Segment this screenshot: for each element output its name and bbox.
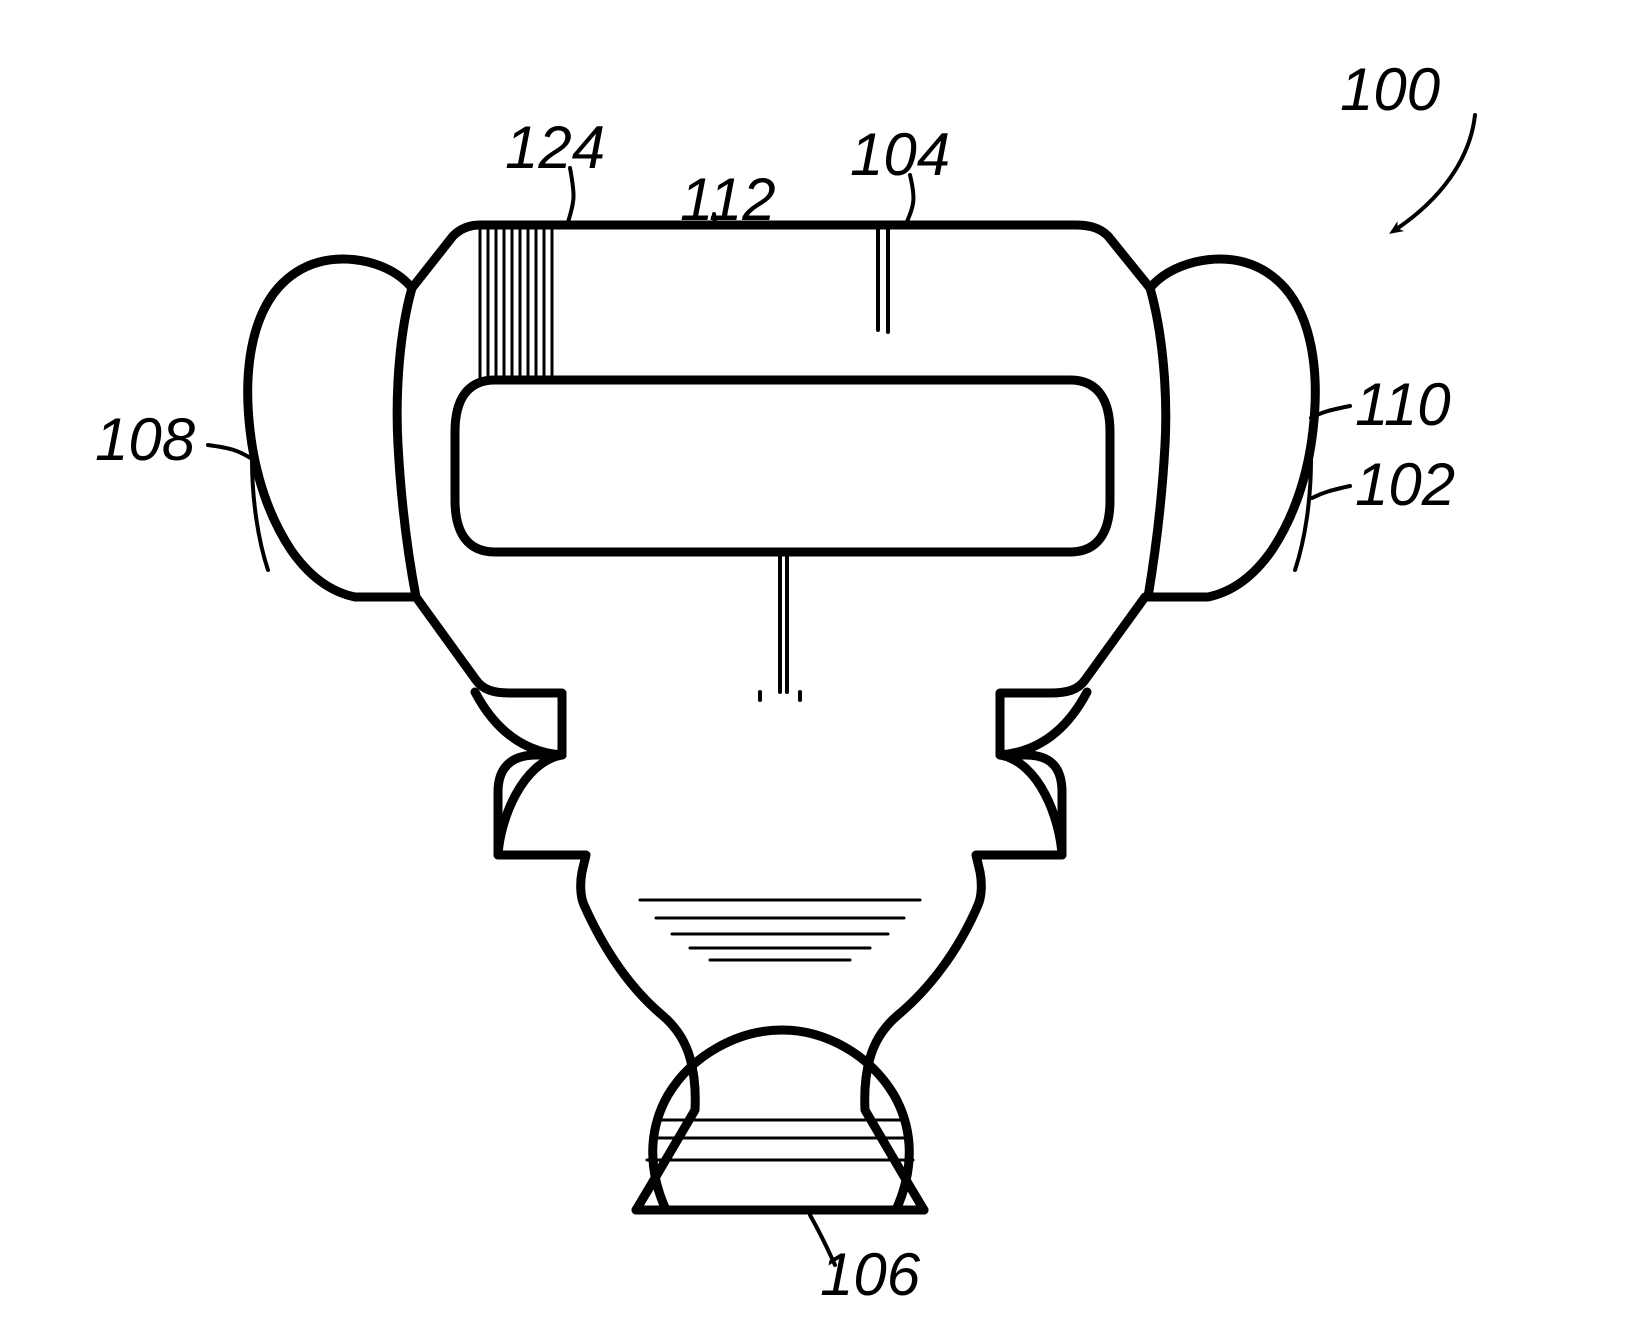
label-112: 112 [680, 165, 776, 234]
label-100: 100 [1340, 55, 1440, 124]
patent-figure [0, 0, 1636, 1340]
label-124: 124 [505, 113, 605, 182]
label-108: 108 [95, 405, 195, 474]
label-106: 106 [820, 1240, 920, 1309]
label-110: 110 [1355, 370, 1451, 439]
label-102: 102 [1355, 450, 1455, 519]
label-104: 104 [850, 120, 950, 189]
